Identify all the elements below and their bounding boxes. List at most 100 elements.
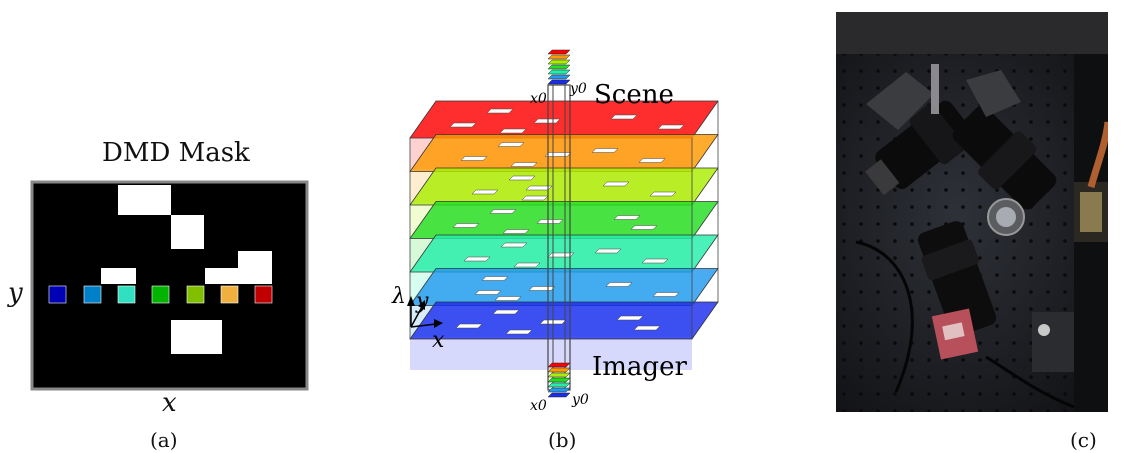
scene-spectral-stack: [547, 49, 571, 55]
dmd-spectral-pixel: [220, 285, 239, 304]
mask-aperture: [481, 276, 509, 281]
mask-aperture: [657, 124, 685, 130]
imager-spectral-stack: [547, 392, 571, 398]
mask-aperture: [544, 152, 572, 157]
axis-lambda-arrowhead: [407, 296, 415, 306]
y0-top-label: y0: [569, 81, 587, 97]
dmd-mask-frame: [30, 180, 309, 391]
mask-aperture: [536, 219, 564, 224]
mask-aperture: [521, 195, 549, 201]
scene-spectral-stack: [547, 69, 571, 75]
mask-aperture: [649, 191, 677, 197]
scene-spectral-stack: [547, 79, 571, 85]
mask-aperture: [513, 262, 541, 268]
dmd-mask-grid: [30, 180, 309, 391]
mask-aperture: [630, 225, 658, 230]
dmd-spectral-pixel: [254, 285, 273, 304]
mask-open-block: [205, 268, 240, 284]
mask-aperture: [505, 329, 533, 335]
scene-spectral-stack: [547, 54, 571, 60]
mask-aperture: [471, 189, 499, 195]
dmd-spectral-pixel: [48, 285, 67, 304]
mask-aperture: [500, 242, 528, 248]
lens-assembly-left: [865, 100, 973, 196]
panel-c-photo: (c): [836, 0, 1125, 453]
axis-x-label: x: [432, 328, 445, 353]
mask-aperture: [499, 128, 527, 134]
mask-aperture: [449, 122, 477, 128]
mask-aperture: [460, 156, 488, 161]
mask-aperture: [494, 296, 522, 301]
axis-x-arrowhead: [434, 319, 443, 328]
enclosure-top-wall: [836, 12, 1108, 54]
dmd-x-axis-label: x: [162, 388, 177, 418]
lens-assembly-right: [952, 105, 1057, 210]
imager-spectral-stack: [547, 387, 571, 393]
scene-spectral-stack: [547, 74, 571, 80]
spectral-layer: [409, 167, 719, 206]
mask-aperture: [492, 309, 520, 315]
mask-aperture: [605, 282, 633, 287]
mask-aperture: [602, 181, 630, 187]
optical-setup-photo: [836, 12, 1125, 412]
spectral-layer: [409, 201, 719, 239]
spectral-cube-diagram: λ y x Scene Imager x0 y0 x0 y0: [391, 49, 719, 414]
axis-y-label: y: [415, 289, 429, 314]
mask-aperture: [452, 223, 480, 228]
axis-lambda-label: λ: [391, 284, 406, 309]
mask-aperture: [455, 323, 483, 329]
mask-aperture: [641, 258, 669, 264]
axis-y-arrowhead: [418, 300, 425, 310]
mask-open-block: [171, 320, 222, 354]
dmd-spectral-pixel: [117, 285, 136, 304]
cable-black: [855, 240, 914, 393]
dmd-spectral-pixel: [151, 285, 170, 304]
dmd-spectral-pixel: [83, 285, 102, 304]
spectral-layer-side: [410, 339, 692, 370]
mask-aperture: [591, 148, 619, 153]
mask-aperture: [489, 209, 517, 214]
axis-x-arrow: [410, 323, 437, 328]
cable-black: [985, 355, 1075, 409]
lens-assembly-lower: [917, 221, 997, 337]
mask-aperture: [613, 215, 641, 220]
mask-aperture: [638, 158, 666, 163]
prism-mount-left: [866, 72, 934, 130]
mask-open-block: [118, 185, 171, 215]
scene-spectral-stack: [547, 59, 571, 65]
x0-bottom-label: x0: [530, 398, 547, 414]
imager-spectral-stack: [547, 367, 571, 373]
imager-spectral-stack: [547, 377, 571, 383]
caption-a: (a): [150, 428, 178, 452]
mask-aperture: [474, 290, 502, 295]
mask-aperture: [502, 229, 530, 234]
mask-aperture: [486, 108, 514, 114]
mask-open-block: [101, 268, 136, 284]
mask-aperture: [610, 114, 638, 120]
imager-label: Imager: [592, 352, 687, 382]
caption-c: (c): [1070, 428, 1097, 452]
scene-spectral-stack: [547, 64, 571, 70]
mask-aperture: [510, 162, 538, 167]
mask-aperture: [594, 248, 622, 254]
prism-mount-right: [966, 70, 1021, 117]
imager-spectral-stack: [547, 362, 571, 368]
mask-aperture: [508, 175, 536, 181]
mask-aperture: [528, 286, 556, 291]
ribbon-cable: [1087, 121, 1112, 188]
mask-aperture: [652, 292, 680, 297]
caption-b: (b): [548, 428, 577, 452]
post-holder: [931, 64, 939, 114]
enclosure-corner-right: [1108, 12, 1125, 412]
mask-aperture: [497, 142, 525, 147]
mask-aperture: [463, 256, 491, 262]
x0-top-label: x0: [530, 91, 547, 107]
dmd-mask-title: DMD Mask: [102, 138, 250, 168]
panel-a-dmd-mask: DMD Mask y x (a): [0, 0, 340, 453]
imager-spectral-stack: [547, 382, 571, 388]
imager-spectral-stack: [547, 372, 571, 378]
dmd-spectral-pixel: [186, 285, 205, 304]
axis-y-arrow: [410, 304, 424, 328]
mask-aperture: [616, 315, 644, 321]
y0-bottom-label: y0: [571, 392, 589, 408]
